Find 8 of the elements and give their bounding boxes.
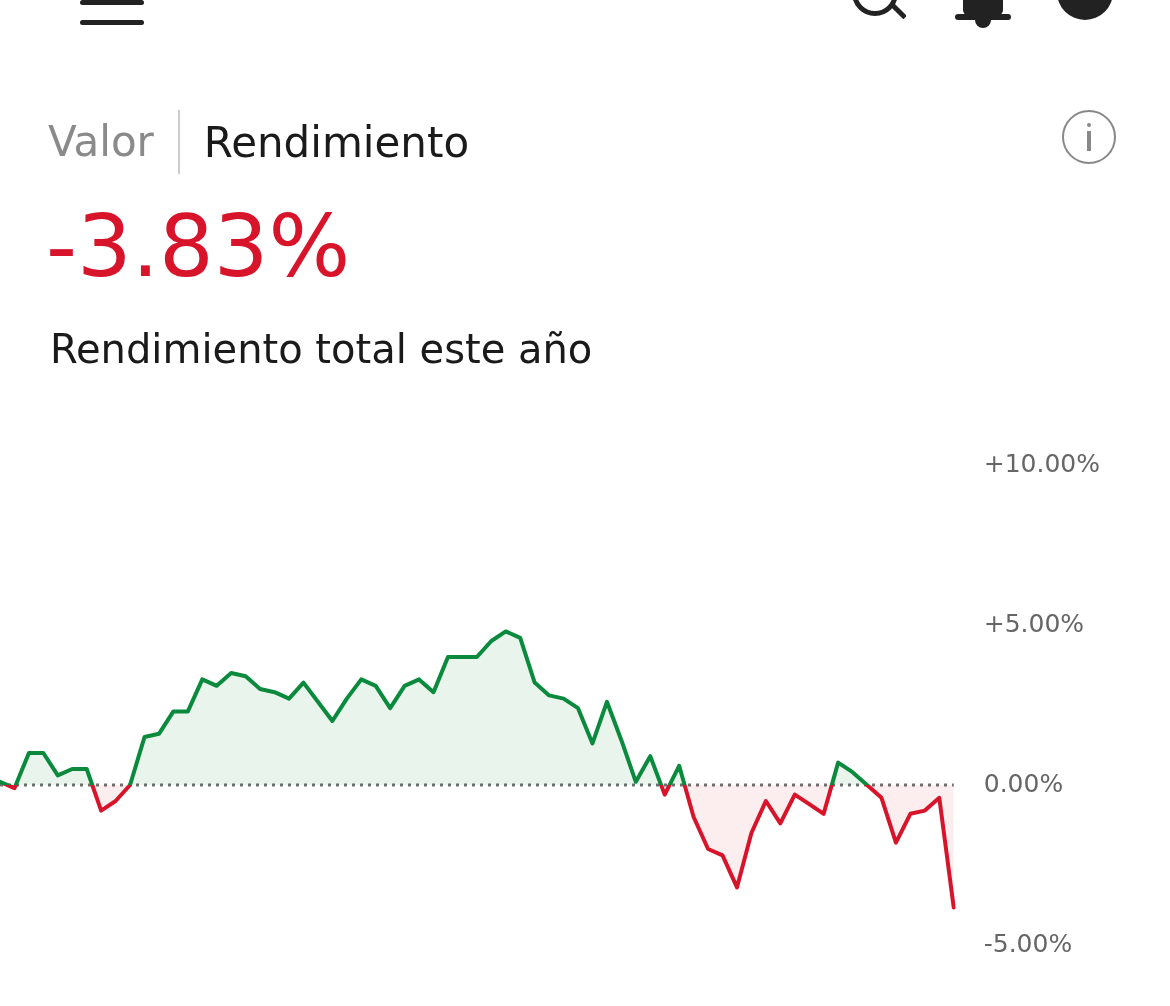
chart-title: -3.83%	[46, 196, 351, 296]
y-tick-label: -5.00%	[983, 928, 1073, 958]
y-tick-label: +5.00%	[983, 608, 1085, 638]
chart-subtitle: Rendimiento total este año	[50, 326, 593, 372]
y-tick-label: 0.00%	[983, 768, 1064, 798]
text: Rendimiento	[202, 117, 470, 167]
y-tick-label: +10.00%	[983, 448, 1101, 478]
text: Valor	[48, 110, 180, 174]
